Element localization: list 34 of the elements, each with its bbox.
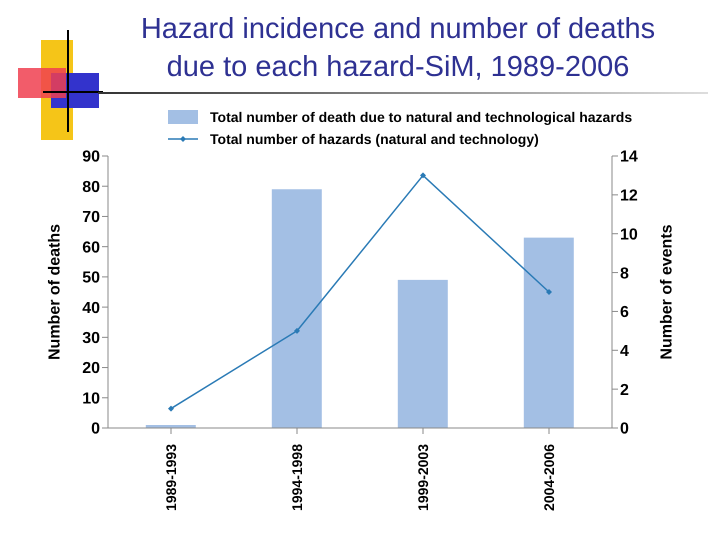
- point: [168, 406, 174, 412]
- chart-title: Hazard incidence and number of deaths due to each hazard-SiM, 1989-2006: [140, 12, 656, 85]
- y-tick-label: 30: [82, 330, 100, 348]
- y-tick-label: 60: [82, 239, 100, 256]
- x-tick-label: 2004-2006: [541, 444, 557, 511]
- y2-tick-label: 14: [620, 148, 638, 166]
- y2-axis-title: Number of events: [658, 224, 676, 360]
- y-tick-label: 90: [82, 148, 100, 166]
- y2-tick-label: 4: [620, 342, 629, 360]
- y-tick-label: 10: [82, 390, 100, 408]
- y-axis-title: Number of deaths: [46, 224, 64, 360]
- x-tick-label: 1994-1998: [289, 444, 305, 511]
- y2-tick-label: 2: [620, 382, 629, 399]
- y2-tick-label: 10: [620, 226, 638, 244]
- y2-tick-label: 12: [620, 188, 638, 205]
- bar: [398, 280, 448, 428]
- y-tick-label: 80: [82, 178, 100, 196]
- y2-tick-label: 8: [620, 265, 629, 282]
- bar: [524, 238, 574, 428]
- point: [546, 289, 552, 295]
- x-tick-label: 1999-2003: [415, 444, 431, 511]
- y-tick-label: 50: [82, 270, 100, 287]
- y2-tick-label: 0: [620, 420, 629, 438]
- y-tick-label: 70: [82, 209, 100, 226]
- y-tick-label: 0: [91, 420, 100, 438]
- legend-label: Total number of death due to natural and technological hazards: [210, 109, 632, 125]
- y-tick-label: 40: [82, 300, 100, 317]
- y2-tick-label: 6: [620, 304, 629, 322]
- point: [420, 172, 426, 178]
- legend-label: Total number of hazards (natural and technology): [210, 131, 539, 147]
- point: [294, 328, 300, 334]
- bar: [272, 189, 322, 428]
- y-tick-label: 20: [82, 360, 100, 378]
- x-tick-label: 1989-1993: [163, 444, 179, 511]
